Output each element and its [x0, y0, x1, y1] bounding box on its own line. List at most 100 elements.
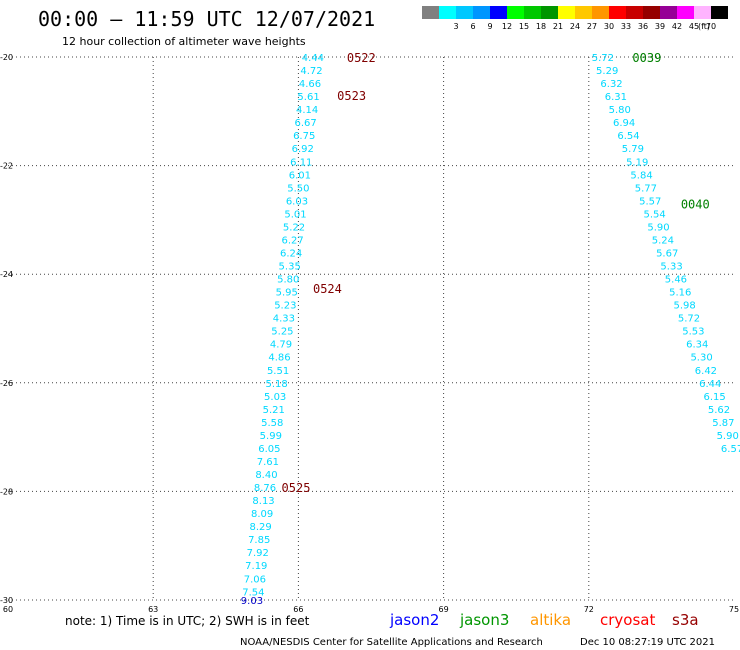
swh-data-point: 6.15	[704, 392, 726, 403]
swh-data-point: 4.33	[273, 314, 295, 325]
x-tick-label: 60	[3, 605, 13, 614]
footer-credit: NOAA/NESDIS Center for Satellite Applica…	[240, 637, 543, 648]
swh-data-point: 9.03	[241, 596, 263, 607]
legend-swatch	[507, 6, 524, 19]
swh-data-point: 5.61	[297, 92, 319, 103]
swh-data-point: 5.24	[652, 235, 674, 246]
time-label: 0040	[681, 198, 710, 212]
swh-data-point: 8.13	[252, 496, 274, 507]
swh-data-point: 6.27	[281, 235, 303, 246]
legend-label: 36	[638, 22, 648, 31]
swh-data-point: 5.03	[264, 392, 286, 403]
legend-swatch	[456, 6, 473, 19]
legend-swatch	[473, 6, 490, 19]
swh-data-point: 5.90	[717, 431, 739, 442]
legend-label: 27	[587, 22, 597, 31]
chart-subtitle: 12 hour collection of altimeter wave hei…	[62, 35, 306, 48]
legend-label: 15	[519, 22, 529, 31]
x-tick-label: 69	[439, 605, 449, 614]
legend-label: 24	[570, 22, 580, 31]
swh-data-point: 6.11	[290, 157, 312, 168]
swh-data-point: 4.44	[302, 53, 324, 64]
swh-data-point: 5.18	[265, 379, 287, 390]
swh-data-point: 5.19	[626, 157, 648, 168]
swh-data-point: 5.80	[609, 105, 631, 116]
swh-data-point: 6.57	[721, 444, 740, 455]
legend-label: 33	[621, 22, 631, 31]
mission-label-jason3: jason3	[459, 611, 509, 629]
legend-swatch	[490, 6, 507, 19]
y-tick-label: -20	[0, 53, 13, 62]
swh-data-point: 5.16	[669, 288, 691, 299]
swh-data-point: 5.21	[263, 405, 285, 416]
swh-data-point: 5.87	[712, 418, 734, 429]
swh-data-point: 5.25	[271, 327, 293, 338]
swh-data-point: 7.85	[248, 535, 270, 546]
mission-label-s3a: s3a	[672, 611, 699, 629]
swh-data-point: 8.76	[254, 483, 276, 494]
swh-data-point: 6.42	[695, 366, 717, 377]
legend-swatch	[592, 6, 609, 19]
swh-data-point: 6.24	[280, 248, 302, 259]
x-tick-label: 63	[148, 605, 158, 614]
legend-label: 9	[487, 22, 492, 31]
swh-data-point: 4.72	[300, 66, 322, 77]
swh-data-point: 6.31	[605, 92, 627, 103]
footer-timestamp: Dec 10 08:27:19 UTC 2021	[580, 637, 715, 648]
legend-label: 18	[536, 22, 546, 31]
swh-data-point: 5.50	[287, 183, 309, 194]
swh-data-point: 5.01	[284, 209, 306, 220]
swh-data-point: 5.77	[635, 183, 657, 194]
swh-data-point: 5.57	[639, 196, 661, 207]
swh-data-point: 6.75	[293, 131, 315, 142]
legend-swatch	[558, 6, 575, 19]
swh-data-point: 4.14	[296, 105, 318, 116]
swh-data-point: 5.46	[665, 275, 687, 286]
swh-data-point: 6.44	[699, 379, 721, 390]
swh-data-point: 7.54	[242, 587, 264, 598]
swh-data-point: 5.29	[596, 66, 618, 77]
mission-label-cryosat: cryosat	[600, 611, 655, 629]
legend-label: 6	[470, 22, 475, 31]
swh-data-point: 5.95	[276, 288, 298, 299]
swh-data-point: 5.79	[622, 144, 644, 155]
legend-label: 3	[453, 22, 458, 31]
y-tick-label: -24	[0, 270, 13, 279]
swh-data-point: 5.90	[647, 222, 669, 233]
x-tick-label: 66	[293, 605, 303, 614]
grid-lines	[8, 56, 734, 601]
swh-data-point: 5.84	[630, 170, 652, 181]
mission-legend: jason2 jason3 altika cryosat s3a	[389, 611, 699, 629]
swh-data-point: 5.98	[673, 301, 695, 312]
legend-label: 70	[706, 22, 716, 31]
swh-data-point: 7.06	[244, 574, 266, 585]
swh-data-point: 5.53	[682, 327, 704, 338]
swh-data-point: 5.30	[690, 353, 712, 364]
legend-swatch	[660, 6, 677, 19]
y-tick-label: -30	[0, 596, 13, 605]
swh-data-point: 5.35	[279, 262, 301, 273]
swh-data-point: 6.54	[617, 131, 639, 142]
swh-data-point: 6.34	[686, 340, 708, 351]
legend-label: 45	[689, 22, 699, 31]
legend-swatch	[524, 6, 541, 19]
legend-swatch	[609, 6, 626, 19]
swh-data-point: 5.72	[678, 314, 700, 325]
legend-label: 39	[655, 22, 665, 31]
swh-data-point: 4.79	[270, 340, 292, 351]
swh-data-point: 5.62	[708, 405, 730, 416]
swh-data-point: 5.33	[660, 262, 682, 273]
swh-data-point: 6.32	[600, 79, 622, 90]
wave-height-tracks: 4.44 4.72 4.66 5.61 4.14 6.67 6.75 6.92 6.11 6.01…	[241, 51, 740, 607]
swh-data-point: 5.22	[283, 222, 305, 233]
swh-data-point: 6.01	[289, 170, 311, 181]
legend-swatch	[439, 6, 456, 19]
time-label: 0524	[313, 282, 342, 296]
swh-data-point: 7.61	[257, 457, 279, 468]
swh-data-point: 5.99	[260, 431, 282, 442]
legend-label: 12	[502, 22, 512, 31]
swh-data-point: 5.23	[274, 301, 296, 312]
axis-tick-labels: 60 63 66 69 72 75 -20 -22 -24 -26 -28 -30	[0, 53, 739, 614]
swh-data-point: 7.19	[245, 561, 267, 572]
legend-label: 21	[553, 22, 563, 31]
